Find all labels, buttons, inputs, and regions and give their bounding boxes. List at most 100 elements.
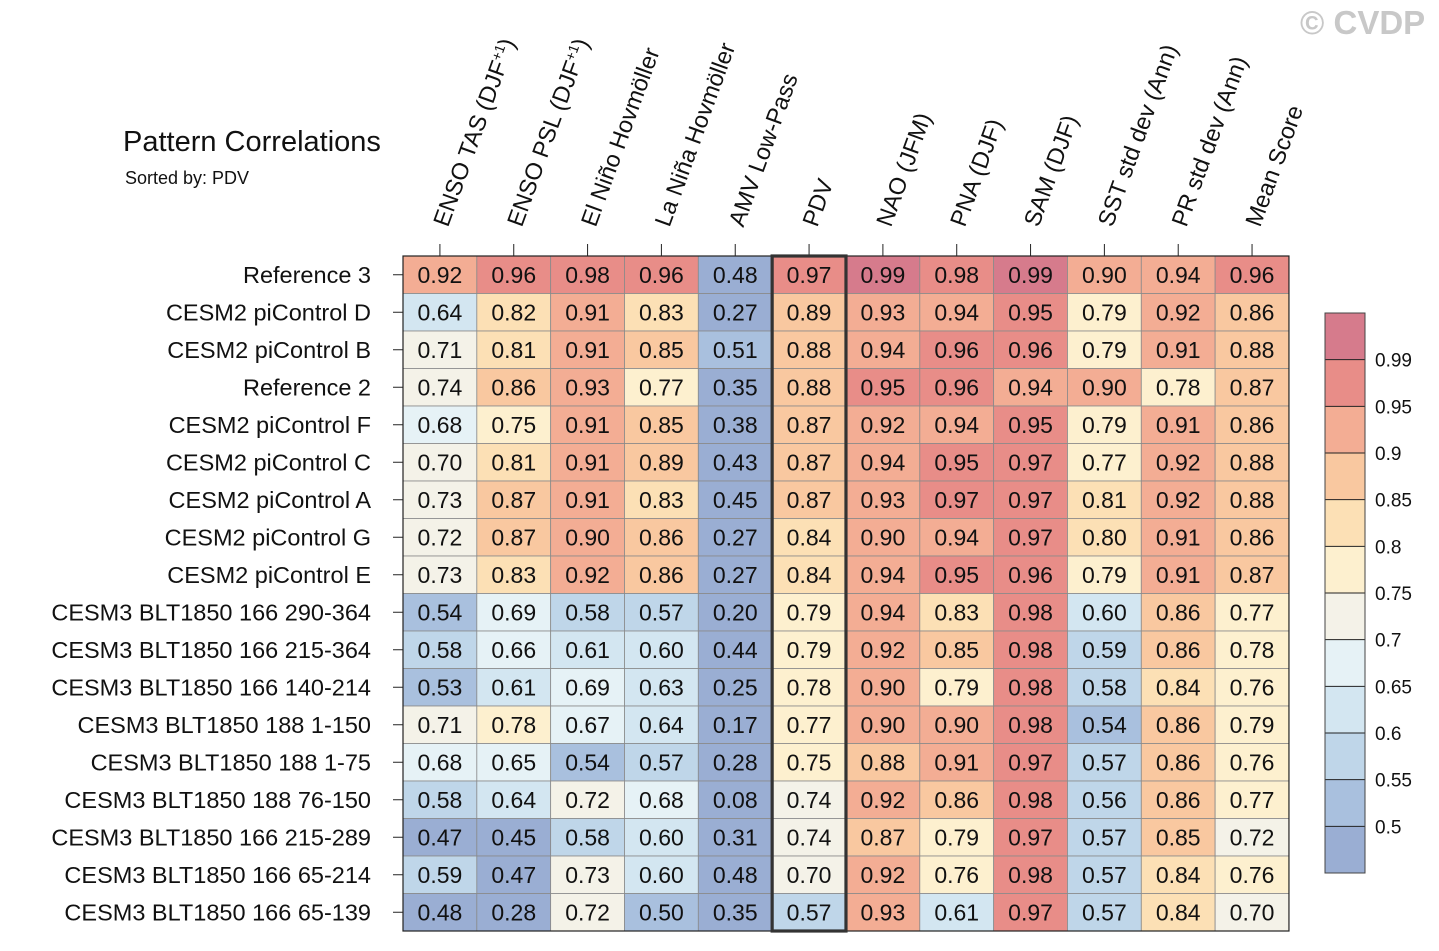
- cell-value: 0.89: [639, 449, 684, 475]
- heatmap-cell: [993, 480, 1068, 519]
- cell-value: 0.88: [787, 374, 832, 400]
- cell-value: 0.60: [1082, 599, 1127, 625]
- heatmap-cell: [993, 780, 1068, 819]
- cell-value: 0.91: [565, 299, 610, 325]
- cell-value: 0.98: [1008, 674, 1053, 700]
- cell-value: 0.94: [861, 599, 906, 625]
- heatmap-cell: [476, 518, 552, 557]
- cell-value: 0.63: [639, 674, 684, 700]
- cell-value: 0.93: [861, 899, 906, 925]
- heatmap-cell: [919, 630, 995, 669]
- cell-value: 0.65: [491, 749, 536, 775]
- cell-value: 0.79: [787, 599, 832, 625]
- cell-value: 0.69: [491, 599, 536, 625]
- heatmap-cell: [402, 330, 478, 369]
- cell-value: 0.90: [861, 674, 906, 700]
- row-label: CESM3 BLT1850 188 76-150: [64, 787, 371, 813]
- cell-value: 0.91: [1156, 412, 1201, 438]
- heatmap-cell: [919, 668, 995, 707]
- cell-value: 0.77: [1230, 787, 1275, 813]
- heatmap-cell: [697, 330, 773, 369]
- heatmap-cell: [1067, 818, 1142, 857]
- cell-value: 0.87: [861, 824, 906, 850]
- heatmap-cell: [845, 518, 921, 557]
- colorbar-label: 0.8: [1375, 537, 1401, 558]
- cell-value: 0.86: [1156, 712, 1201, 738]
- cell-value: 0.53: [418, 674, 463, 700]
- colorbar-label: 0.95: [1375, 397, 1412, 418]
- cell-value: 0.71: [418, 712, 463, 738]
- heatmap-cell: [624, 705, 699, 744]
- heatmap-cell: [993, 405, 1068, 444]
- cell-value: 0.98: [1008, 637, 1053, 663]
- heatmap-cell: [1214, 255, 1290, 294]
- cell-value: 0.90: [861, 712, 906, 738]
- heatmap-cell: [919, 405, 995, 444]
- row-label: CESM2 piControl F: [169, 412, 371, 438]
- cell-value: 0.91: [565, 412, 610, 438]
- cell-value: 0.96: [1008, 562, 1053, 588]
- heatmap-cell: [771, 405, 847, 444]
- heatmap-cell: [476, 330, 552, 369]
- cell-value: 0.98: [934, 262, 979, 288]
- cell-value: 0.73: [418, 562, 463, 588]
- heatmap-cell: [919, 368, 995, 407]
- cell-value: 0.28: [491, 899, 536, 925]
- colorbar-bin: [1325, 406, 1365, 453]
- heatmap-cell: [476, 818, 552, 857]
- cell-value: 0.20: [713, 599, 758, 625]
- heatmap-cell: [624, 293, 699, 332]
- column-label: ENSO TAS (DJF+1): [428, 35, 520, 230]
- heatmap-cell: [993, 855, 1068, 894]
- cell-value: 0.78: [491, 712, 536, 738]
- cell-value: 0.27: [713, 299, 758, 325]
- cell-value: 0.90: [861, 524, 906, 550]
- column-label: NAO (JFM): [871, 109, 936, 230]
- cell-value: 0.81: [491, 337, 536, 363]
- cell-value: 0.92: [861, 862, 906, 888]
- cell-value: 0.86: [491, 374, 536, 400]
- cell-value: 0.70: [1230, 899, 1275, 925]
- cell-value: 0.87: [787, 412, 832, 438]
- heatmap-cell: [1140, 443, 1216, 482]
- cell-value: 0.77: [1082, 449, 1127, 475]
- cell-value: 0.48: [418, 899, 463, 925]
- heatmap-cell: [697, 855, 773, 894]
- cell-value: 0.96: [934, 337, 979, 363]
- cell-value: 0.86: [934, 787, 979, 813]
- cell-value: 0.61: [565, 637, 610, 663]
- cell-value: 0.96: [639, 262, 684, 288]
- heatmap-cell: [624, 630, 699, 669]
- cell-value: 0.97: [1008, 524, 1053, 550]
- cell-value: 0.60: [639, 637, 684, 663]
- heatmap-cell: [1140, 330, 1216, 369]
- cell-value: 0.48: [713, 262, 758, 288]
- row-label: CESM2 piControl G: [165, 524, 371, 550]
- heatmap-cell: [550, 893, 625, 932]
- cell-value: 0.76: [934, 862, 979, 888]
- cell-value: 0.68: [418, 412, 463, 438]
- heatmap-cell: [402, 480, 478, 519]
- cell-value: 0.98: [565, 262, 610, 288]
- cell-value: 0.54: [418, 599, 463, 625]
- heatmap-cell: [1214, 330, 1290, 369]
- cell-value: 0.86: [639, 524, 684, 550]
- cell-value: 0.98: [1008, 599, 1053, 625]
- cell-value: 0.59: [418, 862, 463, 888]
- cell-value: 0.94: [934, 412, 979, 438]
- heatmap-cell: [1214, 705, 1290, 744]
- cell-value: 0.57: [1082, 824, 1127, 850]
- heatmap-cell: [402, 443, 478, 482]
- row-label: CESM3 BLT1850 188 1-75: [91, 749, 371, 775]
- cell-value: 0.50: [639, 899, 684, 925]
- heatmap-cell: [624, 893, 699, 932]
- heatmap-cell: [697, 705, 773, 744]
- heatmap-cell: [697, 818, 773, 857]
- heatmap-cell: [993, 630, 1068, 669]
- heatmap-cell: [993, 330, 1068, 369]
- cell-value: 0.72: [565, 787, 610, 813]
- cell-value: 0.91: [565, 337, 610, 363]
- colorbar-bin: [1325, 639, 1365, 687]
- cell-value: 0.90: [565, 524, 610, 550]
- heatmap-cell: [402, 593, 478, 632]
